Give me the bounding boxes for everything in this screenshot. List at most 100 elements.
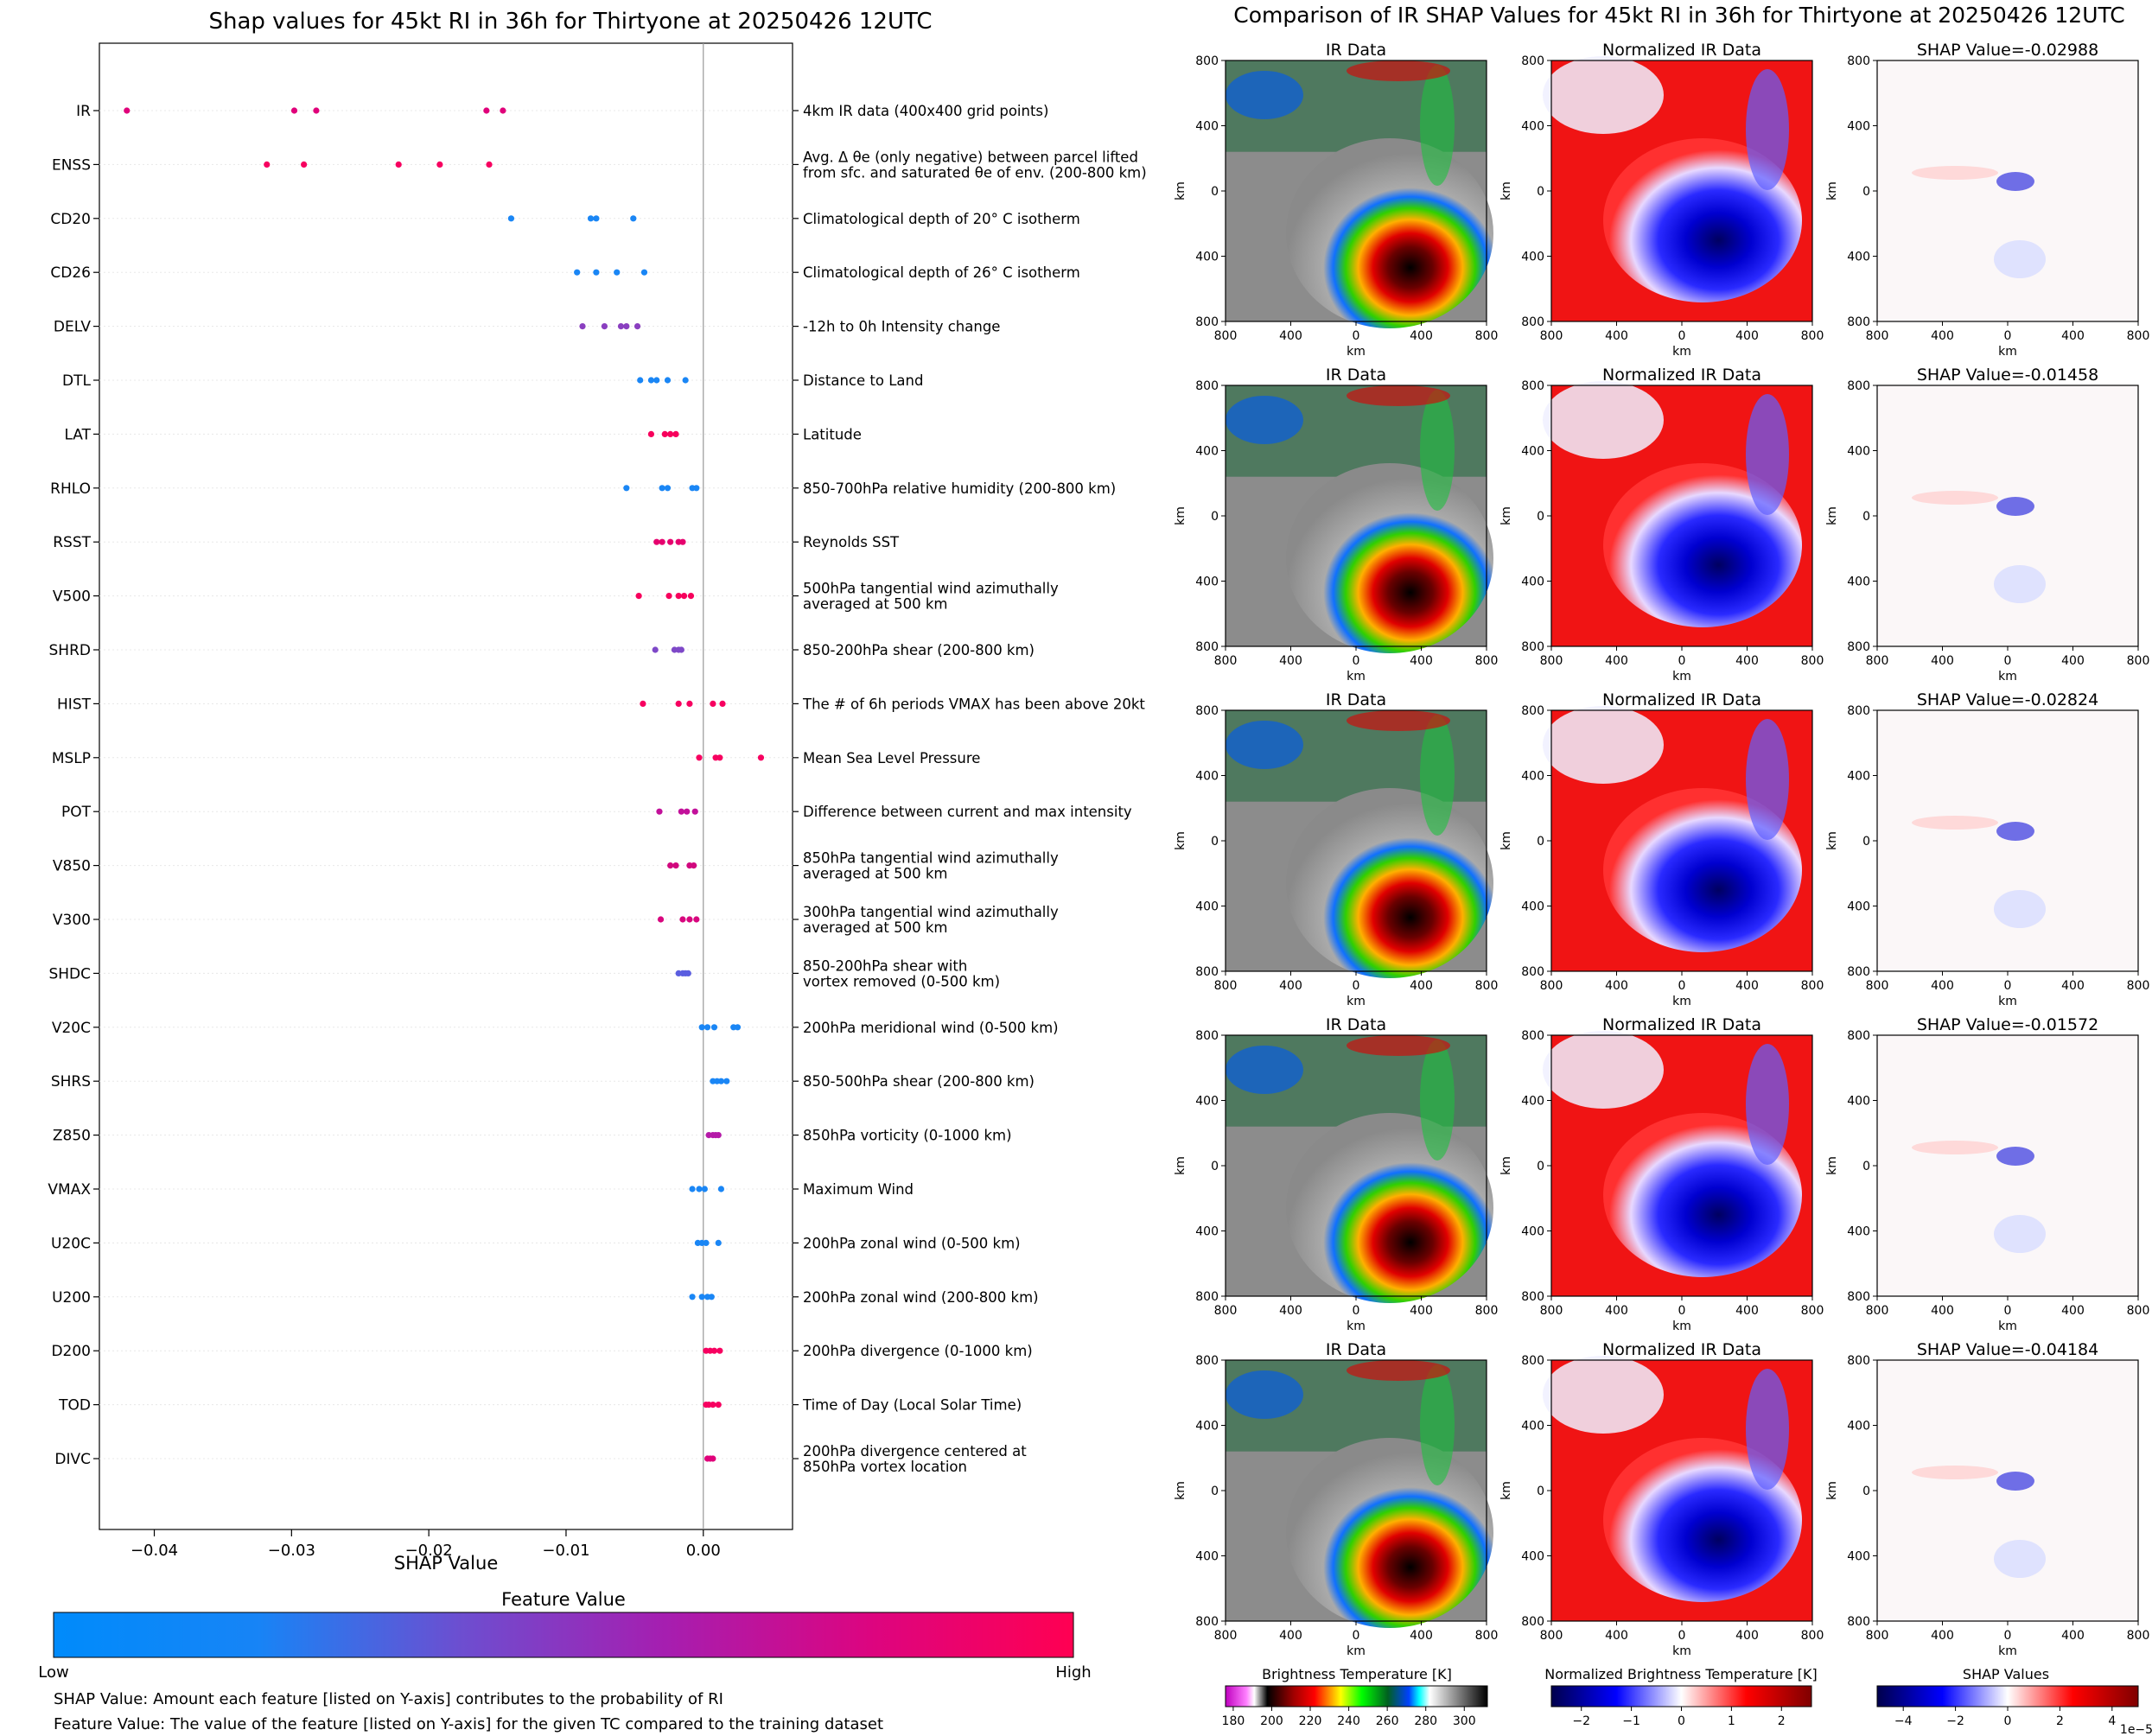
colorbar-tick-label: −1	[1622, 1714, 1640, 1728]
x-tick-label: 400	[1279, 979, 1302, 993]
shap-point	[716, 1347, 723, 1354]
feature-name-z850: Z850	[53, 1128, 91, 1145]
colorbar-high-label: High	[1055, 1663, 1091, 1682]
y-axis-label: km	[1174, 831, 1187, 850]
ir-data-image	[1226, 1360, 1493, 1628]
y-tick-label: 0	[1537, 185, 1544, 199]
y-tick-label: 800	[1847, 704, 1870, 718]
ir-panel-grid: 80080040040000400400800800kmkm8008004004…	[1174, 41, 2149, 1658]
y-tick-label: 400	[1195, 770, 1219, 784]
x-tick-label: 400	[1735, 979, 1759, 993]
feature-value-colorbar	[53, 1612, 1074, 1658]
shap-point	[587, 215, 595, 222]
colorbar-tick-label: 280	[1414, 1714, 1437, 1728]
x-tick-label: 800	[2127, 1629, 2150, 1643]
y-tick-label: 400	[1847, 1095, 1870, 1109]
normalized-ir-title: Normalized IR Data	[1602, 41, 1761, 60]
y-tick-label: 400	[1521, 770, 1544, 784]
feature-desc-cd20: Climatological depth of 20° C isotherm	[803, 211, 1080, 227]
ir-data-title: IR Data	[1326, 1340, 1386, 1359]
feature-desc-vmax: Maximum Wind	[803, 1181, 914, 1198]
y-tick-label: 400	[1847, 770, 1870, 784]
shap-point	[680, 593, 688, 600]
shap-point	[623, 323, 630, 330]
x-tick-label: 400	[2061, 1304, 2085, 1318]
x-tick-label: 400	[1735, 1304, 1759, 1318]
feature-desc-lat: Latitude	[803, 426, 862, 442]
colorbar-tick-label: 240	[1337, 1714, 1360, 1728]
x-tick-label: 400	[1931, 1629, 1954, 1643]
y-tick-label: 800	[1521, 1354, 1544, 1368]
y-tick-label: 0	[1862, 1160, 1870, 1173]
y-axis-label: km	[1825, 181, 1839, 200]
shap-point	[687, 593, 695, 600]
feature-desc-v850: averaged at 500 km	[803, 866, 947, 882]
shap-point	[634, 323, 641, 330]
colorbar-tick-label: 220	[1299, 1714, 1322, 1728]
shap-point	[684, 970, 691, 976]
shap-point	[665, 593, 672, 600]
shap-point	[710, 1402, 716, 1409]
x-tick-label: 0	[1353, 654, 1360, 668]
y-tick-label: 0	[1862, 835, 1870, 849]
feature-desc-shdc: 850-200hPa shear with	[803, 957, 967, 974]
shap-point	[640, 700, 646, 708]
feature-name-vmax: VMAX	[48, 1181, 91, 1199]
shap-point	[696, 1186, 703, 1192]
shap-point	[313, 107, 320, 114]
shap-point	[708, 1294, 715, 1300]
feature-name-v20c: V20C	[52, 1020, 91, 1037]
y-tick-label: 800	[1521, 1615, 1544, 1629]
feature-name-delv: DELV	[54, 319, 91, 336]
colorbar-tick-label: 260	[1376, 1714, 1399, 1728]
feature-name-shrs: SHRS	[51, 1073, 91, 1091]
y-axis-label: km	[1825, 1481, 1839, 1500]
colorbar-tick-label: 2	[1778, 1714, 1786, 1728]
feature-desc-v500: averaged at 500 km	[803, 596, 947, 613]
y-tick-label: 800	[1847, 640, 1870, 654]
shap-point	[698, 1294, 705, 1300]
shap-point	[696, 754, 703, 761]
x-tick-label: 0	[2004, 329, 2012, 343]
ir-row: 80080040040000400400800800kmkm8008004004…	[1174, 1015, 2149, 1333]
y-tick-label: 800	[1195, 965, 1219, 979]
x-axis-label: km	[1998, 1644, 2017, 1658]
x-axis-label: km	[1672, 1319, 1691, 1333]
x-tick-label: −0.04	[131, 1542, 178, 1560]
x-tick-label: 0	[1678, 329, 1686, 343]
x-tick-label: 800	[1801, 329, 1824, 343]
shap-value-title: SHAP Value=-0.02988	[1917, 41, 2098, 60]
feature-desc-cd26: Climatological depth of 26° C isotherm	[803, 264, 1080, 281]
feature-name-rsst: RSST	[53, 534, 91, 551]
bt-colorbar-title: Brightness Temperature [K]	[1262, 1666, 1452, 1682]
shap-point	[710, 1347, 718, 1354]
shap-point	[640, 269, 648, 276]
norm-colorbar: Normalized Brightness Temperature [K] −2…	[1544, 1666, 1818, 1728]
feature-desc-rsst: Reynolds SST	[803, 534, 900, 550]
normalized-ir-image	[1543, 56, 1812, 321]
x-tick-label: 800	[1866, 654, 1889, 668]
colorbar-tick-label: −4	[1894, 1714, 1913, 1728]
x-tick-label: 400	[2061, 1629, 2085, 1643]
y-axis-label: km	[1499, 506, 1513, 525]
x-tick-label: −0.03	[268, 1542, 315, 1560]
x-tick-label: 800	[1801, 1304, 1824, 1318]
x-tick-label: 800	[1475, 654, 1499, 668]
x-tick-label: 800	[1540, 1304, 1563, 1318]
feature-name-rhlo: RHLO	[50, 480, 91, 498]
y-tick-label: 800	[1521, 1029, 1544, 1043]
y-tick-label: 400	[1195, 575, 1219, 589]
shap-point	[635, 593, 642, 600]
y-tick-label: 400	[1521, 1095, 1544, 1109]
shap-point	[715, 1402, 722, 1409]
shap-point	[507, 215, 515, 222]
shap-point	[734, 1024, 742, 1031]
feature-name-lat: LAT	[64, 426, 91, 443]
shap-point	[664, 377, 672, 384]
x-tick-label: 0	[2004, 1629, 2012, 1643]
x-tick-label: 400	[1735, 329, 1759, 343]
y-tick-label: 400	[1847, 1420, 1870, 1434]
feature-name-cd26: CD26	[50, 264, 91, 282]
ir-row: 80080040040000400400800800kmkm8008004004…	[1174, 690, 2149, 1008]
